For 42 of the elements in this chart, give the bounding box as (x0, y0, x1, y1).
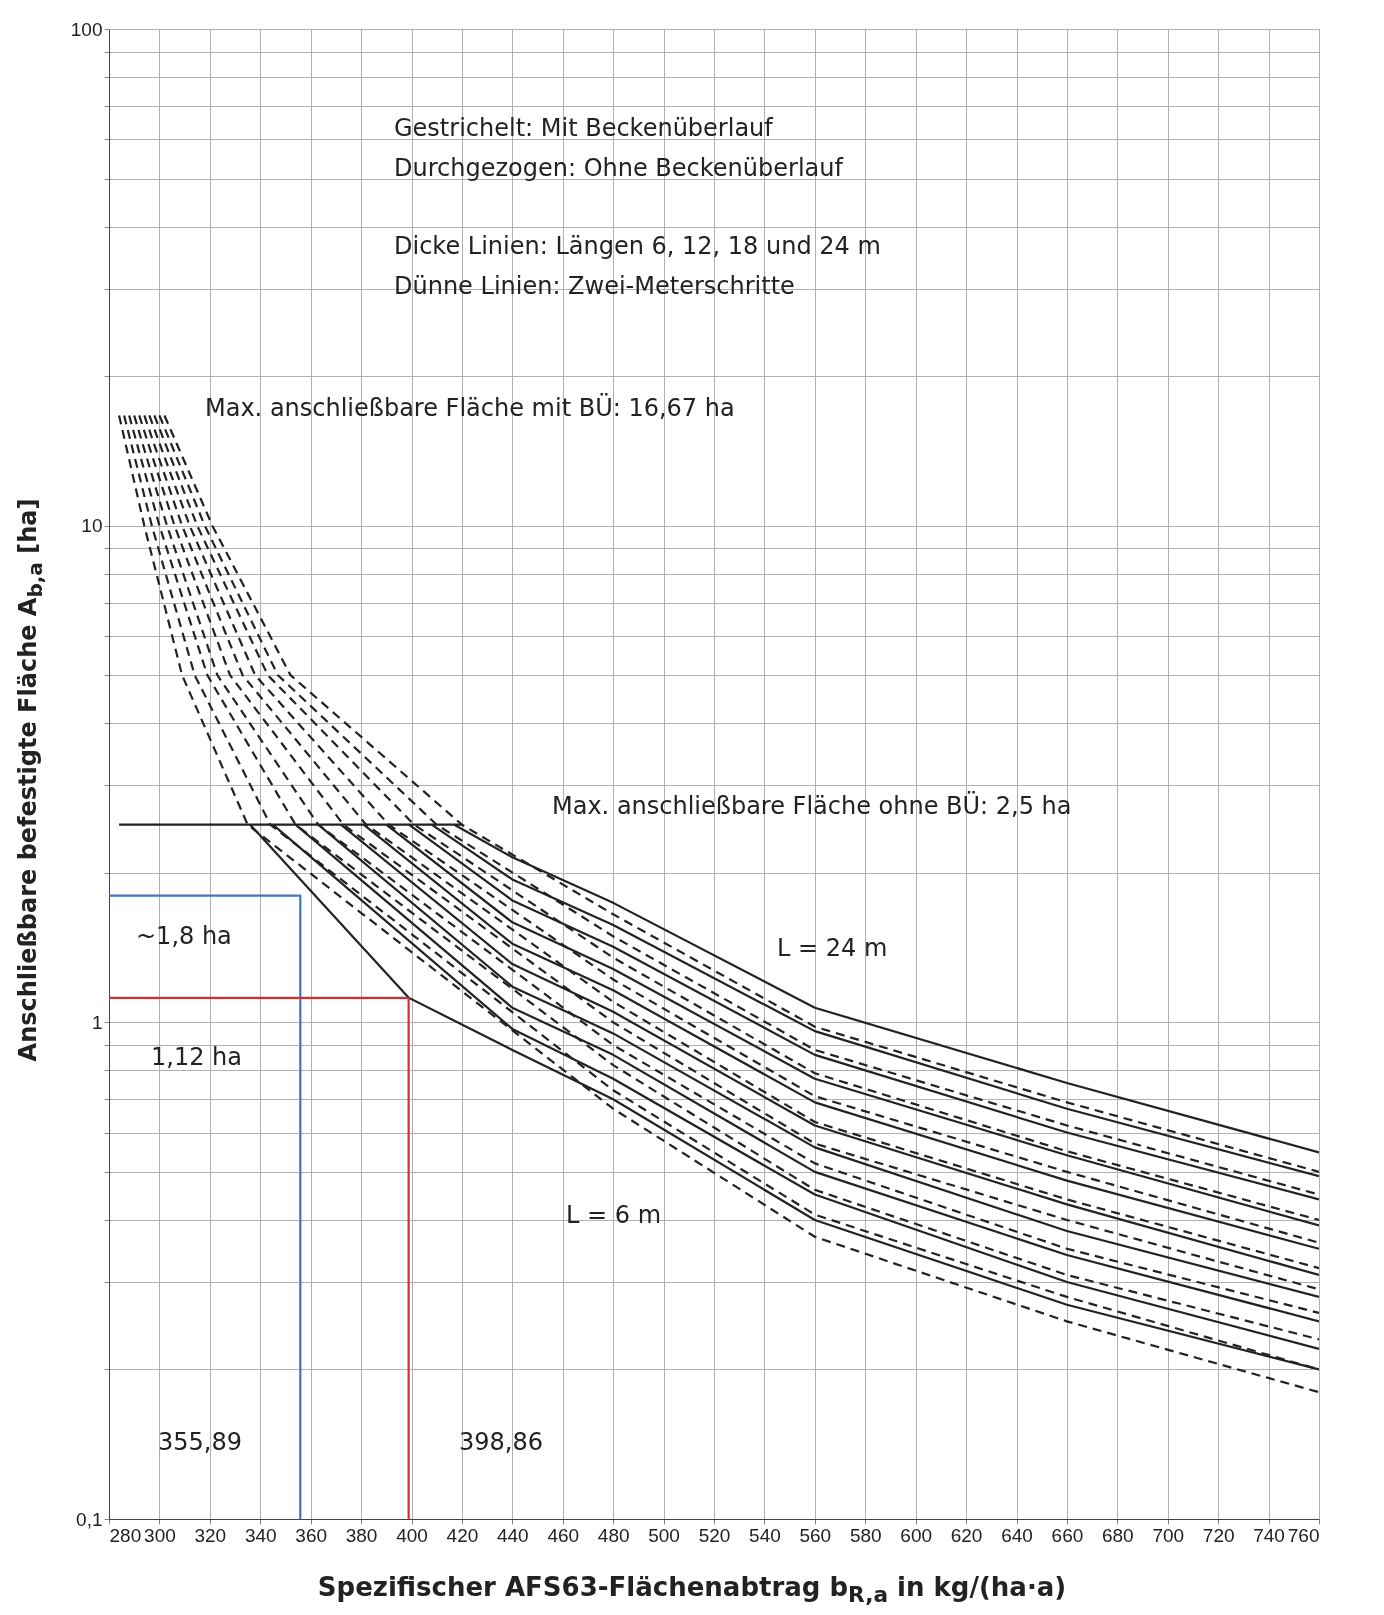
annotation: 355,89 (158, 1428, 242, 1456)
x-tick-label: 360 (295, 1524, 328, 1546)
x-tick-label: 520 (698, 1524, 731, 1546)
x-tick-label: 320 (194, 1524, 227, 1546)
x-tick-label: 440 (496, 1524, 529, 1546)
y-tick-label: 1 (91, 1011, 103, 1033)
x-tick-label: 720 (1202, 1524, 1235, 1546)
annotation: L = 24 m (777, 934, 888, 962)
annotation: Max. anschließbare Fläche ohne BÜ: 2,5 ha (552, 791, 1072, 820)
x-tick-label: 400 (396, 1524, 428, 1546)
x-tick-label: 280 (109, 1524, 142, 1546)
x-tick-label: 300 (144, 1524, 176, 1546)
x-tick-label: 640 (1001, 1524, 1033, 1546)
x-tick-label: 740 (1253, 1524, 1285, 1546)
x-tick-label: 760 (1287, 1524, 1320, 1546)
x-tick-label: 700 (1152, 1524, 1185, 1546)
x-tick-label: 420 (446, 1524, 479, 1546)
annotation: L = 6 m (566, 1201, 662, 1229)
y-tick-label: 100 (70, 18, 103, 40)
annotation: 398,86 (459, 1428, 543, 1456)
x-tick-label: 480 (597, 1524, 630, 1546)
x-tick-label: 460 (547, 1524, 580, 1546)
x-tick-label: 680 (1101, 1524, 1134, 1546)
x-tick-label: 380 (345, 1524, 378, 1546)
x-tick-label: 560 (799, 1524, 832, 1546)
annotation: Dicke Linien: Längen 6, 12, 18 und 24 m (394, 232, 881, 260)
annotation: Durchgezogen: Ohne Beckenüberlauf (394, 154, 844, 182)
y-tick-label: 10 (81, 515, 103, 537)
x-tick-label: 620 (950, 1524, 983, 1546)
annotation: 1,12 ha (151, 1043, 242, 1071)
y-tick-label: 0,1 (76, 1508, 103, 1530)
x-tick-label: 500 (648, 1524, 680, 1546)
annotation: Gestrichelt: Mit Beckenüberlauf (394, 114, 774, 142)
annotation: ~1,8 ha (136, 922, 232, 950)
annotation: Dünne Linien: Zwei-Meterschritte (394, 272, 795, 300)
x-axis-title: Spezifischer AFS63-Flächenabtrag b$_{R,a}$ in kg/(ha·a) (316, 1572, 1068, 1608)
x-tick-label: 340 (244, 1524, 277, 1546)
x-tick-label: 660 (1051, 1524, 1084, 1546)
x-tick-label: 540 (749, 1524, 781, 1546)
annotation: Max. anschließbare Fläche mit BÜ: 16,67 ha (205, 393, 735, 422)
x-tick-label: 600 (900, 1524, 933, 1546)
x-tick-label: 580 (849, 1524, 882, 1546)
